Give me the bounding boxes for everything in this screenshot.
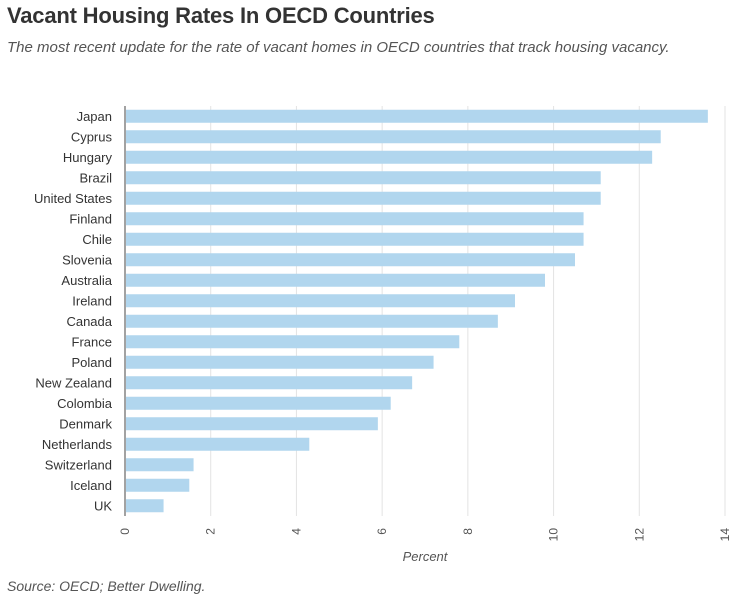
x-tick-labels: 0 2 4 6 8 10 12 14 — [118, 528, 732, 542]
bar-united-states[interactable] — [126, 191, 601, 205]
category-label: Switzerland — [45, 457, 112, 472]
bar-netherlands[interactable] — [126, 437, 310, 451]
bar-france[interactable] — [126, 335, 460, 349]
bar-slovenia[interactable] — [126, 253, 575, 267]
category-label: Japan — [77, 109, 112, 124]
category-label: Australia — [61, 273, 112, 288]
category-labels: Japan Cyprus Hungary Brazil United States Fin… — [34, 109, 113, 514]
category-label: United States — [34, 191, 113, 206]
category-label: Cyprus — [71, 129, 113, 144]
x-tick-label: 6 — [375, 528, 389, 535]
category-label: Poland — [72, 355, 112, 370]
category-label: Brazil — [79, 170, 112, 185]
bar-colombia[interactable] — [126, 396, 391, 410]
x-tick-label: 8 — [461, 528, 475, 535]
category-label: Hungary — [63, 150, 113, 165]
chart-title: Vacant Housing Rates In OECD Countries — [7, 3, 435, 28]
bar-switzerland[interactable] — [126, 458, 194, 472]
category-label: Denmark — [59, 416, 112, 431]
bar-denmark[interactable] — [126, 417, 378, 431]
bar-australia[interactable] — [126, 273, 545, 287]
category-label: New Zealand — [35, 375, 112, 390]
category-label: Finland — [69, 211, 112, 226]
x-tick-label: 12 — [632, 528, 646, 542]
category-label: Iceland — [70, 478, 112, 493]
bar-ireland[interactable] — [126, 294, 515, 308]
bar-canada[interactable] — [126, 314, 498, 328]
x-tick-label: 2 — [204, 528, 218, 535]
category-label: Colombia — [57, 396, 113, 411]
chart-subtitle: The most recent update for the rate of v… — [7, 39, 670, 56]
category-label: Slovenia — [62, 252, 113, 267]
x-tick-label: 14 — [718, 528, 732, 542]
bar-iceland[interactable] — [126, 478, 190, 492]
bar-hungary[interactable] — [126, 150, 653, 164]
bar-brazil[interactable] — [126, 171, 601, 185]
bar-uk[interactable] — [126, 499, 164, 513]
x-tick-label: 4 — [289, 528, 303, 535]
bar-japan[interactable] — [126, 109, 708, 123]
bar-poland[interactable] — [126, 355, 434, 369]
gridlines — [210, 106, 726, 516]
category-label: UK — [94, 498, 112, 513]
x-axis-title: Percent — [403, 549, 449, 564]
bar-chile[interactable] — [126, 232, 584, 246]
bar-finland[interactable] — [126, 212, 584, 226]
category-label: Canada — [66, 314, 112, 329]
x-tick-label: 10 — [547, 528, 561, 542]
category-label: Ireland — [72, 293, 112, 308]
source-note: Source: OECD; Better Dwelling. — [7, 578, 206, 594]
bars — [126, 109, 708, 513]
category-label: Chile — [82, 232, 112, 247]
bar-cyprus[interactable] — [126, 130, 661, 144]
x-tick-label: 0 — [118, 528, 132, 535]
bar-new-zealand[interactable] — [126, 376, 413, 390]
category-label: Netherlands — [42, 437, 113, 452]
category-label: France — [72, 334, 112, 349]
